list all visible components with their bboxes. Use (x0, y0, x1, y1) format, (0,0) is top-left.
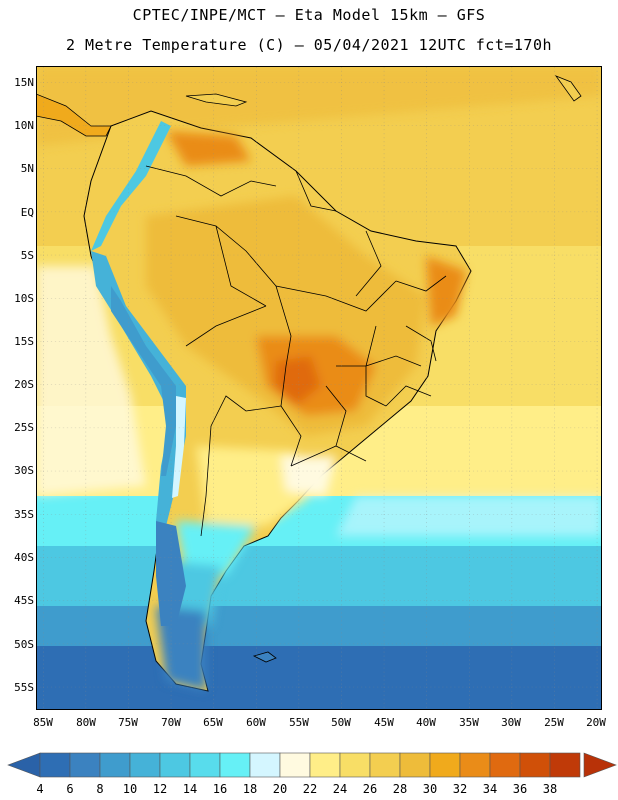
lat-label-55s: 55S (14, 681, 34, 694)
lon-label-40w: 40W (416, 716, 436, 729)
lat-label-eq: EQ (20, 206, 34, 219)
lat-label-35s: 35S (14, 508, 34, 521)
colorbar-swatch (309, 752, 341, 778)
colorbar-label-6: 6 (66, 782, 74, 796)
lon-label-70w: 70W (161, 716, 181, 729)
colorbar-swatch (339, 752, 371, 778)
colorbar-swatch (459, 752, 491, 778)
colorbar-label-30: 30 (422, 782, 438, 796)
colorbar-swatch (429, 752, 461, 778)
lon-label-45w: 45W (374, 716, 394, 729)
colorbar-swatch (69, 752, 101, 778)
colorbar-label-16: 16 (212, 782, 228, 796)
colorbar-swatch (549, 752, 581, 778)
lon-label-85w: 85W (33, 716, 53, 729)
colorbar-swatch (39, 752, 71, 778)
colorbar-label-8: 8 (96, 782, 104, 796)
lat-label-50s: 50S (14, 638, 34, 651)
temperature-map (36, 66, 602, 710)
lon-label-55w: 55W (289, 716, 309, 729)
colorbar-low-arrow (7, 752, 41, 778)
colorbar-label-14: 14 (182, 782, 198, 796)
colorbar-high-arrow (583, 752, 617, 778)
colorbar-swatch (369, 752, 401, 778)
colorbar-swatch (489, 752, 521, 778)
lat-label-30s: 30S (14, 464, 34, 477)
lat-label-5n: 5N (20, 162, 34, 175)
lon-label-25w: 25W (544, 716, 564, 729)
colorbar-label-12: 12 (152, 782, 168, 796)
colorbar-label-20: 20 (272, 782, 288, 796)
colorbar-label-28: 28 (392, 782, 408, 796)
colorbar-label-10: 10 (122, 782, 138, 796)
colorbar-swatch (129, 752, 161, 778)
colorbar-swatch (399, 752, 431, 778)
lat-label-10n: 10N (14, 119, 34, 132)
lat-lon-grid (36, 66, 602, 710)
lat-label-10s: 10S (14, 292, 34, 305)
colorbar-swatch (99, 752, 131, 778)
lat-label-5s: 5S (20, 249, 34, 262)
map-title: CPTEC/INPE/MCT – Eta Model 15km – GFS (132, 6, 486, 24)
lon-label-75w: 75W (118, 716, 138, 729)
lon-label-65w: 65W (203, 716, 223, 729)
colorbar-label-34: 34 (482, 782, 498, 796)
colorbar-swatch (279, 752, 311, 778)
colorbar-label-18: 18 (242, 782, 258, 796)
lat-label-20s: 20S (14, 378, 34, 391)
colorbar-label-22: 22 (302, 782, 318, 796)
lat-label-25s: 25S (14, 421, 34, 434)
map-subtitle: 2 Metre Temperature (C) – 05/04/2021 12U… (65, 36, 553, 54)
lon-label-80w: 80W (76, 716, 96, 729)
colorbar-swatch (219, 752, 251, 778)
lat-label-15n: 15N (14, 76, 34, 89)
lat-label-45s: 45S (14, 594, 34, 607)
lon-label-60w: 60W (246, 716, 266, 729)
colorbar-swatch (249, 752, 281, 778)
colorbar-label-4: 4 (36, 782, 44, 796)
temperature-colorbar (7, 752, 617, 778)
map-frame (36, 66, 602, 710)
lon-label-30w: 30W (501, 716, 521, 729)
lat-label-40s: 40S (14, 551, 34, 564)
lat-label-15s: 15S (14, 335, 34, 348)
lon-label-50w: 50W (331, 716, 351, 729)
colorbar-label-24: 24 (332, 782, 348, 796)
colorbar-swatch (519, 752, 551, 778)
colorbar-label-36: 36 (512, 782, 528, 796)
colorbar-label-32: 32 (452, 782, 468, 796)
colorbar-label-38: 38 (542, 782, 558, 796)
lon-label-20w: 20W (586, 716, 606, 729)
lon-label-35w: 35W (459, 716, 479, 729)
colorbar-swatch (189, 752, 221, 778)
colorbar-swatch (159, 752, 191, 778)
colorbar-label-26: 26 (362, 782, 378, 796)
